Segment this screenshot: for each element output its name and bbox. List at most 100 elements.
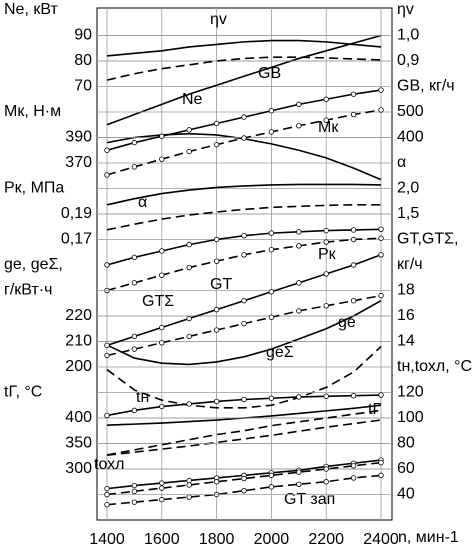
point-marker: [213, 120, 220, 127]
point-marker: [186, 333, 192, 340]
y-tick-label: 400: [397, 129, 424, 146]
point-marker: [378, 252, 384, 258]
series-label: tохл: [94, 456, 125, 473]
y-tick-label: 500: [397, 103, 424, 120]
point-marker: [186, 315, 192, 322]
x-tick-label: 2400: [363, 531, 399, 548]
series-line: [106, 300, 382, 366]
point-marker: [268, 108, 275, 114]
point-marker: [159, 480, 165, 486]
series-line: [106, 461, 382, 496]
point-marker: [296, 229, 302, 235]
point-marker: [131, 407, 138, 414]
point-marker: [159, 133, 165, 139]
series-label: GВ: [258, 65, 281, 82]
point-marker: [268, 484, 275, 490]
point-marker: [213, 258, 220, 264]
point-marker: [350, 463, 357, 469]
point-marker: [323, 303, 329, 309]
point-marker: [268, 230, 275, 236]
y-tick-label: 0,19: [61, 205, 92, 222]
y-tick-label: 2,0: [397, 180, 419, 197]
point-marker: [378, 472, 384, 479]
point-marker: [378, 226, 384, 232]
point-marker: [350, 111, 357, 118]
point-marker: [131, 346, 138, 352]
series-label: GT: [210, 276, 232, 293]
series-line: [106, 474, 382, 506]
y-tick-label: 370: [65, 154, 92, 171]
series-label: tΓ: [368, 401, 381, 418]
point-marker: [268, 246, 275, 253]
axis-label: ηv: [397, 1, 414, 18]
point-marker: [131, 254, 138, 261]
point-marker: [104, 147, 110, 153]
series-label: geΣ: [266, 344, 294, 361]
y-tick-label: 80: [397, 435, 415, 452]
point-marker: [159, 324, 165, 331]
point-marker: [159, 156, 165, 162]
point-marker: [104, 412, 110, 419]
axis-label: α: [397, 154, 406, 171]
point-marker: [323, 96, 329, 102]
series-label: Мк: [318, 119, 339, 136]
point-marker: [186, 148, 192, 155]
axis-label: кг/ч: [397, 256, 423, 273]
point-marker: [186, 401, 192, 407]
point-marker: [350, 91, 357, 97]
point-marker: [350, 475, 357, 481]
point-marker: [186, 477, 192, 484]
y-tick-label: 60: [397, 460, 415, 477]
point-marker: [159, 403, 165, 410]
point-marker: [296, 308, 302, 314]
y-tick-label: 18: [397, 282, 415, 299]
point-marker: [378, 87, 384, 93]
axis-label: tн,tохл, °C: [397, 358, 472, 375]
point-marker: [378, 235, 384, 241]
point-marker: [323, 393, 329, 400]
series-line: [106, 56, 382, 81]
point-marker: [131, 488, 138, 495]
point-marker: [296, 280, 302, 286]
series-line: [106, 237, 382, 292]
series-label: Pк: [318, 246, 337, 263]
point-marker: [350, 236, 357, 243]
point-marker: [323, 227, 329, 234]
point-marker: [104, 172, 110, 178]
x-tick-label: 1600: [144, 531, 180, 548]
series-line: [106, 39, 382, 57]
point-marker: [378, 459, 384, 466]
axis-label: Pк, МПа: [4, 180, 64, 197]
point-marker: [323, 271, 329, 277]
point-marker: [104, 502, 110, 508]
point-marker: [268, 472, 275, 479]
y-tick-label: 0,17: [61, 231, 92, 248]
point-marker: [104, 352, 110, 359]
series-label: ge: [338, 314, 356, 331]
point-marker: [159, 272, 165, 278]
axis-label: Мк, Н·м: [4, 103, 61, 120]
x-tick-label: 2000: [254, 531, 290, 548]
point-marker: [131, 164, 138, 170]
point-marker: [241, 252, 247, 258]
point-marker: [241, 298, 247, 304]
point-marker: [323, 479, 329, 485]
point-marker: [350, 298, 357, 304]
series-label: Ne: [182, 91, 203, 108]
y-tick-label: 40: [397, 486, 415, 503]
series-line: [106, 419, 382, 457]
point-marker: [186, 482, 192, 488]
series-line: [106, 34, 382, 126]
plot-frame: [96, 7, 393, 521]
y-tick-label: 1,5: [397, 205, 419, 222]
point-marker: [378, 392, 384, 398]
point-marker: [104, 342, 110, 349]
point-marker: [378, 292, 384, 299]
axis-label: GT,GTΣ,: [397, 231, 458, 248]
point-marker: [241, 135, 247, 141]
axis-label: Ne, кВт: [4, 1, 58, 18]
point-marker: [323, 117, 329, 123]
point-marker: [350, 392, 357, 399]
point-marker: [213, 479, 220, 485]
y-tick-label: 400: [65, 409, 92, 426]
